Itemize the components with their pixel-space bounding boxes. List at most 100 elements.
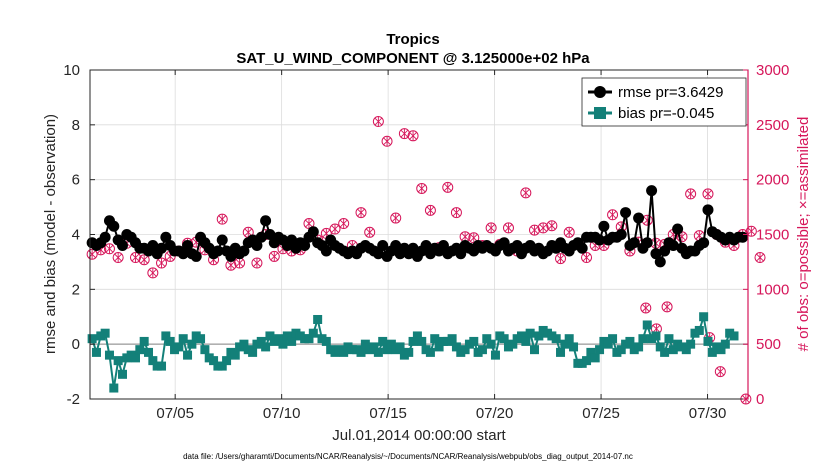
bias-marker: [729, 331, 739, 341]
bias-marker: [634, 342, 644, 352]
obs-possible-marker: [450, 207, 462, 219]
bias-marker: [569, 342, 579, 352]
y-tick-label: 8: [72, 117, 80, 134]
bias-marker: [460, 345, 470, 355]
rmse-marker: [372, 248, 384, 260]
y-tick-label: 2: [72, 281, 80, 298]
obs-possible-marker: [685, 188, 697, 200]
bias-marker: [278, 339, 288, 349]
bias-marker: [178, 334, 188, 344]
bias-marker: [360, 339, 370, 349]
bias-marker: [321, 336, 331, 346]
rmse-marker: [420, 239, 432, 251]
rmse-marker: [646, 185, 658, 197]
bias-marker: [525, 328, 535, 338]
legend-bias-marker: [594, 107, 606, 119]
obs-possible-marker: [502, 222, 514, 234]
legend-rmse-label: rmse pr=3.6429: [618, 84, 723, 101]
rmse-marker: [702, 204, 714, 216]
bias-marker: [434, 342, 444, 352]
obs-possible-marker: [442, 181, 454, 193]
rmse-marker: [407, 242, 419, 254]
bias-marker: [638, 334, 648, 344]
y-tick-label-right: 1000: [756, 281, 789, 298]
obs-possible-marker: [338, 218, 350, 230]
bias-marker: [313, 314, 323, 324]
y-tick-label-right: 500: [756, 336, 781, 353]
bias-marker: [404, 347, 414, 357]
bias-marker: [200, 345, 210, 355]
rmse-marker: [659, 245, 671, 257]
rmse-marker: [177, 248, 189, 260]
bias-marker: [183, 350, 193, 360]
obs-possible-marker: [546, 220, 558, 232]
bias-marker: [373, 347, 383, 357]
rmse-marker: [190, 250, 202, 262]
obs-possible-marker: [216, 213, 228, 225]
obs-possible-marker: [407, 130, 419, 142]
y-tick-label-right: 2000: [756, 172, 789, 189]
bias-marker: [655, 342, 665, 352]
bias-marker: [564, 334, 574, 344]
bias-marker: [287, 336, 297, 346]
rmse-marker: [377, 239, 389, 251]
obs-possible-marker: [156, 257, 168, 269]
rmse-marker: [108, 220, 120, 232]
rmse-marker: [650, 248, 662, 260]
bias-marker: [196, 334, 206, 344]
obs-possible-marker: [381, 135, 393, 147]
bias-marker: [412, 331, 422, 341]
bias-marker: [104, 350, 114, 360]
bias-marker: [447, 334, 457, 344]
obs-possible-marker: [147, 267, 159, 279]
x-tick-label: 07/15: [369, 405, 407, 422]
rmse-marker: [160, 231, 172, 243]
bias-marker: [699, 312, 709, 322]
y-axis-label: rmse and bias (model - observation): [42, 114, 59, 354]
rmse-marker: [511, 239, 523, 251]
rmse-marker: [667, 239, 679, 251]
rmse-marker: [286, 234, 298, 246]
bias-marker: [117, 369, 127, 379]
obs-possible-marker: [138, 254, 150, 266]
obs-possible-marker: [520, 187, 532, 199]
obs-possible-marker: [555, 253, 567, 265]
bias-marker: [681, 345, 691, 355]
legend-bias-label: bias pr=-0.045: [618, 105, 714, 122]
bias-marker: [603, 339, 613, 349]
bias-marker: [222, 356, 232, 366]
bias-marker: [499, 334, 509, 344]
bias-marker: [304, 334, 314, 344]
rmse-marker: [390, 239, 402, 251]
obs-possible-marker: [537, 222, 549, 234]
bias-marker: [625, 336, 635, 346]
bias-marker: [586, 347, 596, 357]
bias-marker: [534, 331, 544, 341]
bias-marker: [616, 345, 626, 355]
rmse-marker: [455, 248, 467, 260]
obs-possible-marker: [112, 252, 124, 264]
bias-marker: [469, 336, 479, 346]
bias-marker: [187, 339, 197, 349]
bias-marker: [490, 350, 500, 360]
x-tick-label: 07/05: [156, 405, 194, 422]
obs-possible-marker: [129, 252, 141, 264]
obs-possible-marker: [754, 252, 766, 264]
obs-possible-marker: [424, 204, 436, 216]
obs-possible-marker: [251, 257, 263, 269]
obs-possible-marker: [103, 243, 115, 255]
rmse-marker: [147, 239, 159, 251]
bias-marker: [417, 336, 427, 346]
bias-marker: [113, 356, 123, 366]
bias-marker: [590, 353, 600, 363]
rmse-marker: [594, 234, 606, 246]
y-tick-label-right: 1500: [756, 227, 789, 244]
bias-marker: [248, 347, 258, 357]
bias-marker: [157, 361, 167, 371]
bias-marker: [516, 331, 526, 341]
rmse-marker: [260, 215, 272, 227]
rmse-marker: [320, 245, 332, 257]
axes: 07/05 07/10 07/15 07/20 07/25 07/30-202468100…: [63, 62, 789, 422]
rmse-marker: [576, 242, 588, 254]
